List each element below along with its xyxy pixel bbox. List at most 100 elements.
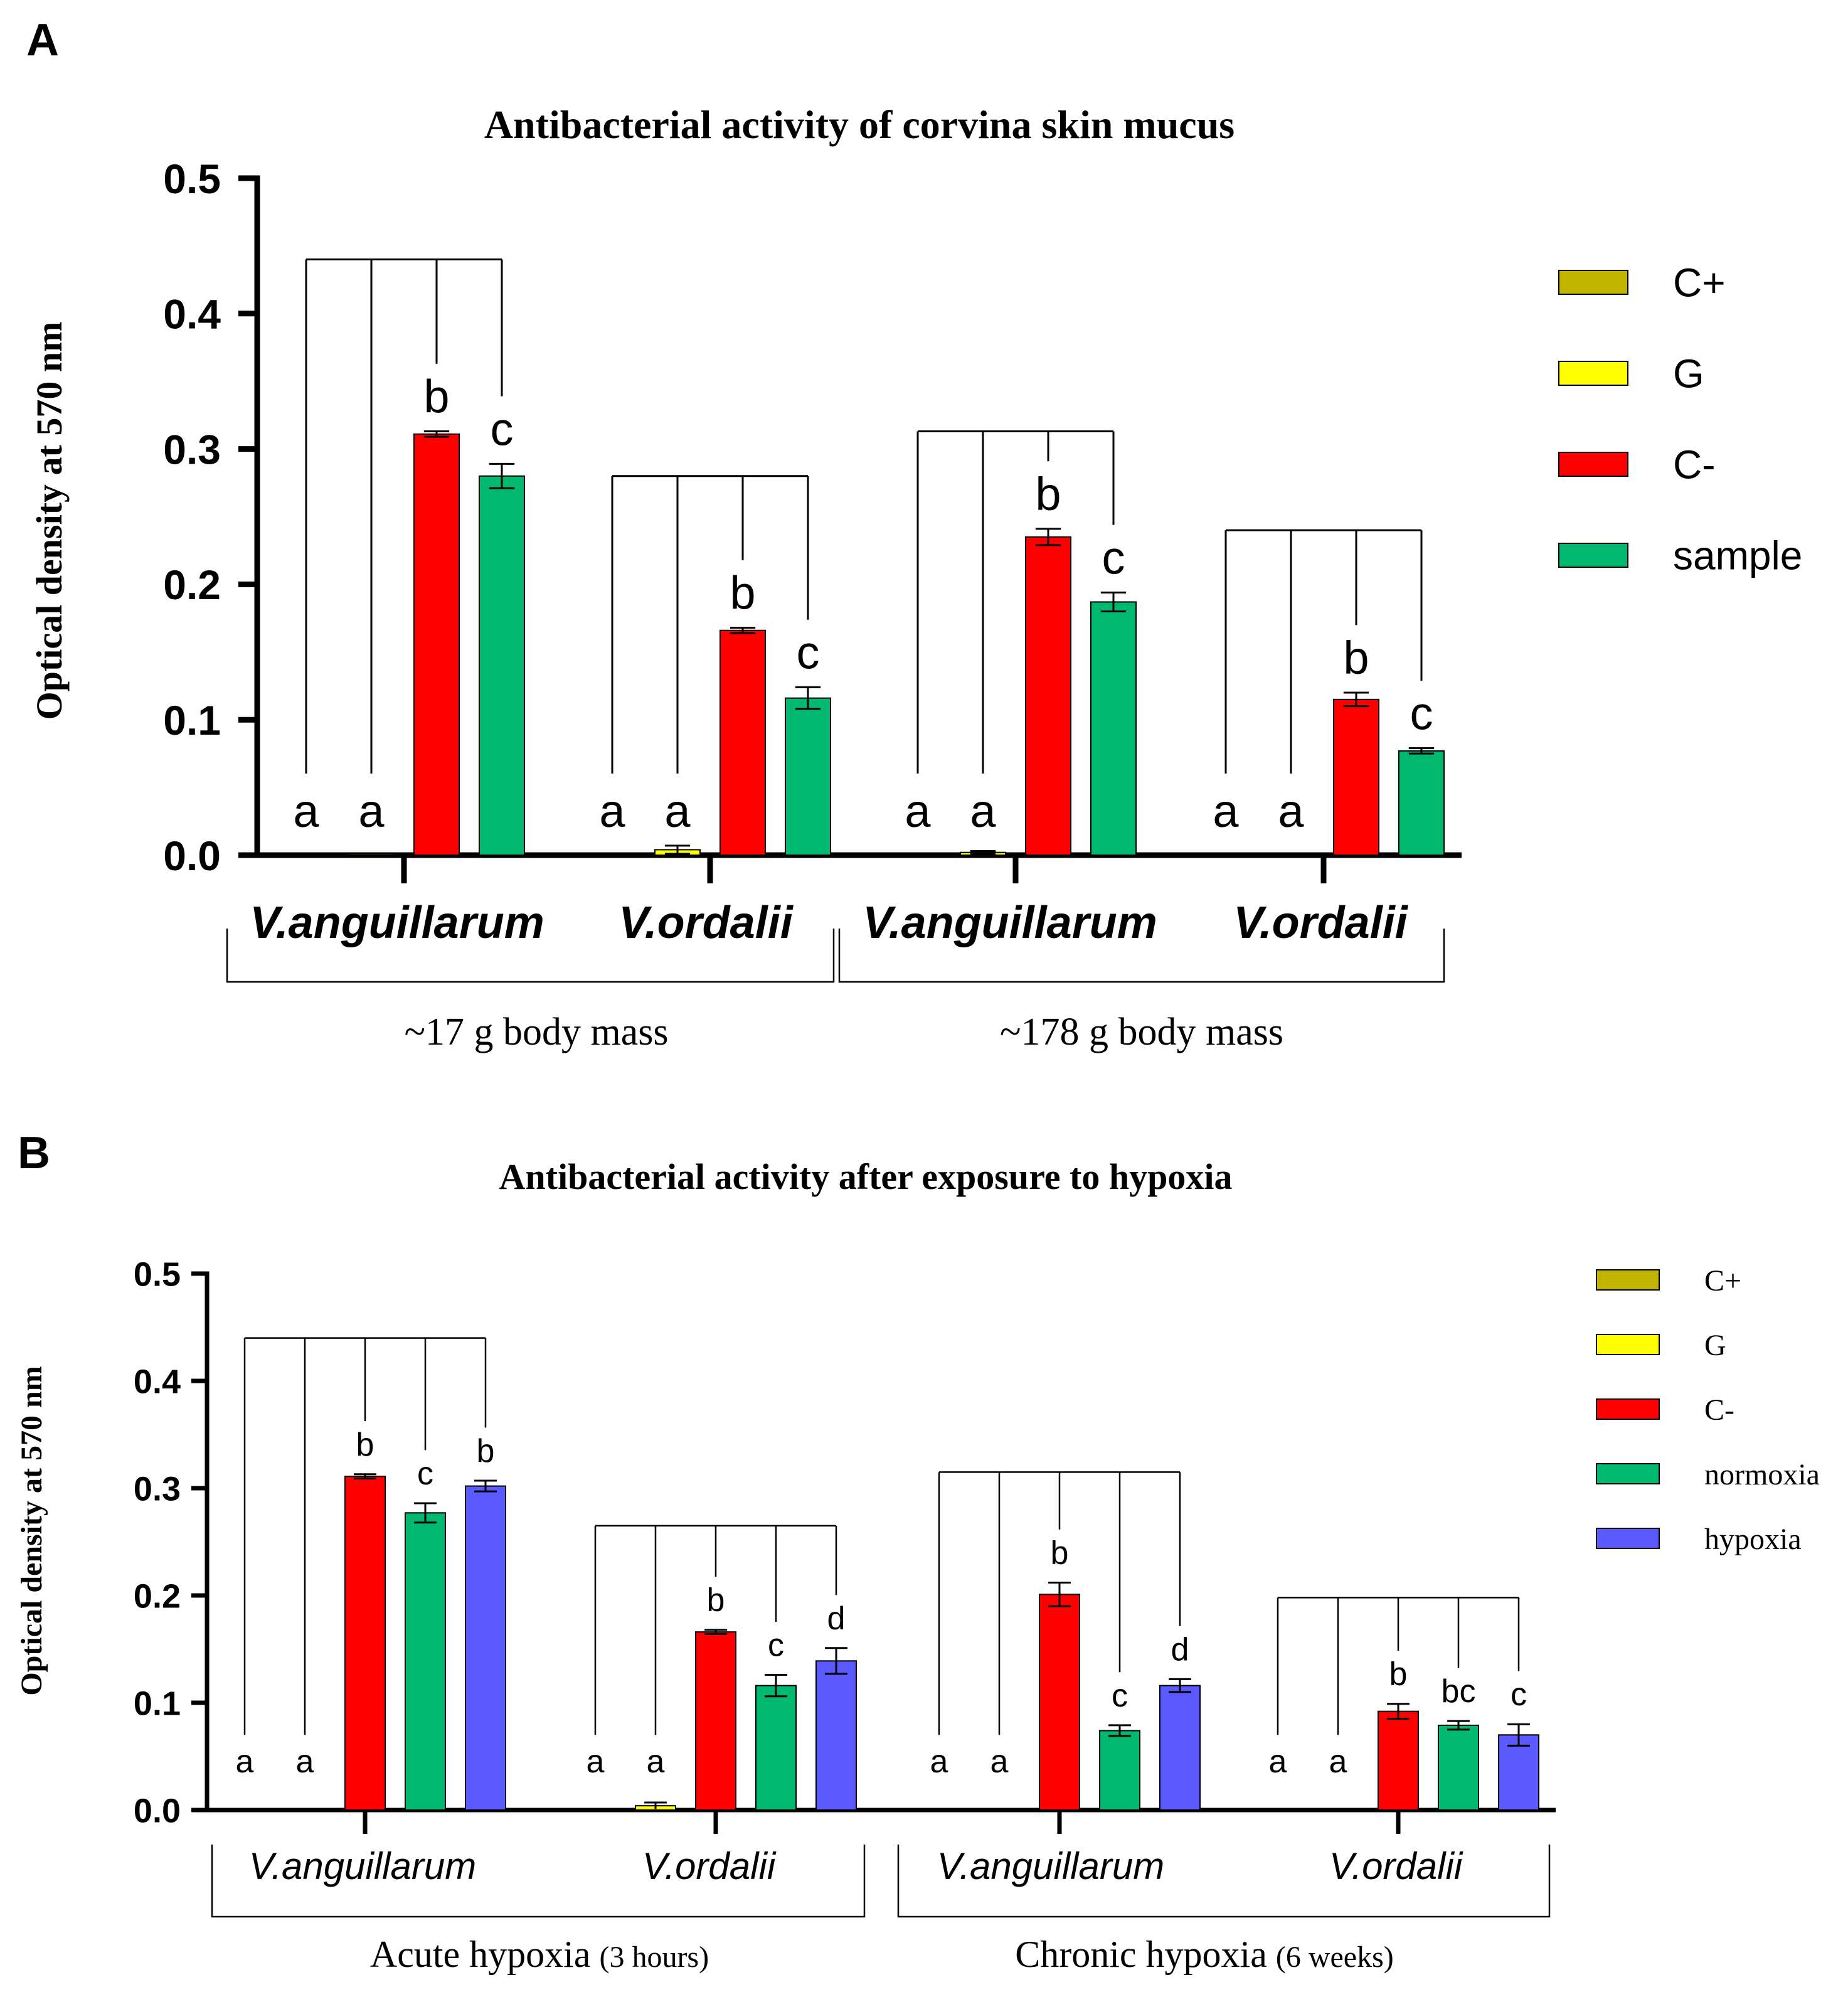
supergroup-label-b-0: Acute hypoxia (3 hours) bbox=[370, 1934, 709, 1975]
y-tick-label-b-3: 0.3 bbox=[134, 1470, 181, 1508]
legend-label-a-2: C- bbox=[1673, 442, 1716, 487]
group-label-a-3: V.ordalii bbox=[1233, 898, 1408, 948]
legend-swatch-b-2 bbox=[1596, 1398, 1660, 1420]
significance-letter-b-2-4: d bbox=[1171, 1631, 1189, 1668]
legend-swatch-b-4 bbox=[1596, 1528, 1660, 1549]
supergroup-label-main-b-1: Chronic hypoxia bbox=[1015, 1934, 1267, 1975]
y-tick-label-a-4: 0.4 bbox=[163, 291, 221, 338]
significance-letter-b-3-2: b bbox=[1389, 1656, 1408, 1693]
significance-letter-a-2-0: a bbox=[905, 785, 931, 837]
supergroup-label-b-1: Chronic hypoxia (6 weeks) bbox=[1015, 1934, 1394, 1975]
bar-b-1-2 bbox=[695, 1631, 736, 1811]
legend-label-a-1: G bbox=[1673, 351, 1704, 396]
significance-letter-b-0-2: b bbox=[356, 1427, 374, 1463]
supergroup-label-extra-b-0: (3 hours) bbox=[599, 1941, 709, 1974]
legend-label-b-4: hypoxia bbox=[1704, 1523, 1802, 1556]
group-label-b-0: V.anguillarum bbox=[249, 1845, 476, 1887]
group-label-a-2: V.anguillarum bbox=[863, 898, 1157, 948]
significance-letter-b-3-3: bc bbox=[1442, 1673, 1476, 1710]
significance-letter-b-2-2: b bbox=[1051, 1535, 1069, 1571]
significance-letter-b-2-1: a bbox=[990, 1744, 1009, 1780]
supergroup-label-extra-b-1: (6 weeks) bbox=[1276, 1941, 1394, 1974]
y-tick-label-a-2: 0.2 bbox=[163, 562, 221, 608]
significance-letter-a-1-2: b bbox=[730, 567, 755, 619]
significance-letter-b-1-1: a bbox=[647, 1744, 665, 1780]
chart-title-a: Antibacterial activity of corvina skin m… bbox=[484, 102, 1235, 147]
bar-a-1-2 bbox=[720, 629, 766, 856]
bar-b-3-3 bbox=[1438, 1724, 1479, 1811]
bar-b-3-2 bbox=[1378, 1710, 1419, 1811]
y-tick-label-a-0: 0.0 bbox=[163, 833, 221, 879]
y-tick-label-a-3: 0.3 bbox=[163, 426, 221, 472]
significance-letter-b-0-1: a bbox=[296, 1744, 314, 1780]
y-tick-label-a-1: 0.1 bbox=[163, 697, 221, 743]
bar-b-0-4 bbox=[465, 1485, 506, 1811]
significance-letter-b-2-3: c bbox=[1112, 1678, 1128, 1714]
chart-panel-a: Antibacterial activity of corvina skin m… bbox=[29, 102, 1802, 1053]
supergroup-label-a-1: ~178 g body mass bbox=[1000, 1011, 1283, 1053]
significance-letter-b-0-0: a bbox=[236, 1744, 254, 1780]
supergroup-bracket-b-1 bbox=[897, 1845, 1551, 1918]
bar-a-0-2 bbox=[413, 433, 460, 856]
legend-swatch-a-1 bbox=[1558, 361, 1628, 386]
significance-letter-a-1-3: c bbox=[797, 626, 820, 678]
y-tick-label-b-5: 0.5 bbox=[134, 1255, 181, 1293]
significance-letter-a-2-3: c bbox=[1102, 531, 1125, 583]
significance-letter-a-3-3: c bbox=[1410, 688, 1433, 740]
legend-label-b-2: C- bbox=[1704, 1393, 1734, 1427]
legend-b: C+ G C-normoxia hypoxia bbox=[1596, 1264, 1820, 1556]
bar-a-0-1 bbox=[348, 853, 395, 856]
bar-b-0-1 bbox=[284, 1808, 326, 1811]
significance-letter-a-3-2: b bbox=[1343, 632, 1369, 684]
legend-swatch-a-2 bbox=[1558, 452, 1628, 477]
bar-a-2-3 bbox=[1090, 601, 1137, 856]
group-label-b-1: V.ordalii bbox=[642, 1845, 777, 1887]
bar-b-0-2 bbox=[344, 1476, 386, 1811]
group-label-a-1: V.ordalii bbox=[619, 898, 794, 948]
group-label-a-0: V.anguillarum bbox=[250, 898, 544, 948]
significance-letter-b-1-0: a bbox=[587, 1744, 605, 1780]
bar-a-2-2 bbox=[1025, 536, 1071, 856]
significance-letter-a-2-1: a bbox=[970, 785, 996, 837]
legend-swatch-a-3 bbox=[1558, 543, 1628, 568]
legend-swatch-b-1 bbox=[1596, 1334, 1660, 1355]
y-tick-label-b-0: 0.0 bbox=[134, 1792, 181, 1829]
bar-b-1-4 bbox=[815, 1660, 857, 1811]
bar-b-3-4 bbox=[1498, 1734, 1539, 1811]
bar-a-3-2 bbox=[1333, 698, 1379, 856]
panel-label-a: A bbox=[26, 15, 59, 65]
panel-label-b: B bbox=[18, 1128, 50, 1178]
legend-label-b-1: G bbox=[1704, 1329, 1726, 1362]
supergroup-label-a-0: ~17 g body mass bbox=[404, 1011, 668, 1053]
bar-a-3-3 bbox=[1398, 750, 1445, 856]
significance-letter-b-0-3: c bbox=[417, 1456, 433, 1492]
supergroup-label-main-b-0: Acute hypoxia bbox=[370, 1934, 591, 1975]
legend-label-b-0: C+ bbox=[1704, 1264, 1741, 1297]
significance-letter-b-0-4: b bbox=[477, 1433, 495, 1469]
bar-a-1-3 bbox=[785, 697, 831, 856]
supergroup-bracket-b-0 bbox=[211, 1845, 866, 1918]
chart-panel-b: Antibacterial activity after exposure to… bbox=[15, 1156, 1820, 1975]
legend-a: C+ G C-sample bbox=[1558, 260, 1802, 578]
group-label-b-3: V.ordalii bbox=[1329, 1845, 1463, 1887]
significance-letter-b-3-4: c bbox=[1511, 1676, 1527, 1713]
bar-b-2-4 bbox=[1159, 1685, 1201, 1811]
significance-letter-b-2-0: a bbox=[930, 1744, 948, 1780]
significance-letter-a-1-1: a bbox=[664, 785, 691, 837]
supergroup-bracket-a-0 bbox=[226, 929, 835, 983]
significance-letter-a-2-2: b bbox=[1035, 468, 1061, 520]
bar-a-0-3 bbox=[479, 475, 525, 856]
legend-label-a-0: C+ bbox=[1673, 260, 1726, 305]
bar-b-0-3 bbox=[405, 1512, 446, 1811]
supergroup-label-main-a-0: ~17 g body mass bbox=[404, 1011, 668, 1053]
legend-swatch-b-3 bbox=[1596, 1463, 1660, 1484]
y-tick-label-b-1: 0.1 bbox=[134, 1685, 181, 1722]
significance-letter-a-0-3: c bbox=[491, 403, 514, 455]
significance-letter-b-1-2: b bbox=[707, 1582, 725, 1619]
y-tick-label-a-5: 0.5 bbox=[163, 156, 221, 202]
group-label-b-2: V.anguillarum bbox=[937, 1845, 1164, 1887]
y-tick-label-b-2: 0.2 bbox=[134, 1577, 181, 1615]
significance-letter-a-3-1: a bbox=[1278, 785, 1304, 837]
chart-title-b: Antibacterial activity after exposure to… bbox=[499, 1156, 1233, 1197]
